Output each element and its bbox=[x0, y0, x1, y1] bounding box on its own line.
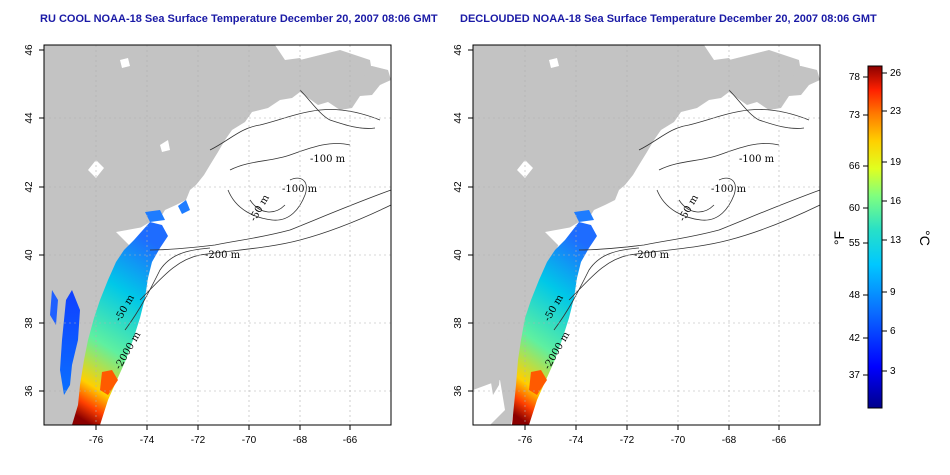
graticule bbox=[44, 45, 391, 425]
celsius-ticks: 26 23 19 16 13 9 6 3 bbox=[890, 68, 902, 377]
svg-text:42: 42 bbox=[24, 181, 35, 193]
panel-2-title: DECLOUDED NOAA-18 Sea Surface Temperatur… bbox=[460, 13, 877, 25]
svg-text:42: 42 bbox=[453, 181, 464, 193]
svg-text:9: 9 bbox=[890, 287, 896, 298]
svg-text:73: 73 bbox=[849, 110, 861, 121]
svg-text:36: 36 bbox=[24, 385, 35, 397]
svg-text:78: 78 bbox=[849, 72, 861, 83]
svg-text:-68: -68 bbox=[293, 435, 308, 446]
celsius-label: °C bbox=[917, 230, 933, 246]
land-mass bbox=[44, 45, 391, 425]
svg-text:40: 40 bbox=[24, 249, 35, 261]
svg-text:-70: -70 bbox=[671, 435, 686, 446]
svg-text:44: 44 bbox=[24, 112, 35, 124]
svg-text:44: 44 bbox=[453, 112, 464, 124]
svg-text:16: 16 bbox=[890, 196, 902, 207]
svg-text:-200 m: -200 m bbox=[634, 250, 670, 261]
fahrenheit-ticks: 78 73 66 60 55 48 42 37 bbox=[849, 72, 861, 381]
svg-text:-100 m: -100 m bbox=[282, 184, 318, 195]
y-tick-labels-2: 36 38 40 42 44 46 bbox=[453, 44, 464, 397]
svg-text:-68: -68 bbox=[722, 435, 737, 446]
svg-text:-100 m: -100 m bbox=[739, 154, 775, 165]
svg-text:-76: -76 bbox=[518, 435, 533, 446]
land-mass bbox=[473, 45, 820, 425]
colorbar: 78 73 66 60 55 48 42 37 26 23 19 16 13 9… bbox=[831, 65, 933, 409]
panel-1-title: RU COOL NOAA-18 Sea Surface Temperature … bbox=[40, 13, 438, 25]
sst-coastal-strip bbox=[72, 222, 168, 425]
svg-text:-72: -72 bbox=[620, 435, 635, 446]
svg-text:46: 46 bbox=[453, 44, 464, 56]
svg-text:-74: -74 bbox=[569, 435, 584, 446]
graticule bbox=[473, 45, 820, 425]
svg-text:26: 26 bbox=[890, 68, 902, 79]
svg-text:-76: -76 bbox=[89, 435, 104, 446]
map-panel-2: -100 m -100 m -50 m -200 m -50 m -2000 m bbox=[453, 44, 821, 446]
svg-text:48: 48 bbox=[849, 290, 861, 301]
svg-text:6: 6 bbox=[890, 326, 896, 337]
svg-text:3: 3 bbox=[890, 366, 896, 377]
svg-text:42: 42 bbox=[849, 333, 861, 344]
x-tick-labels-2: -76 -74 -72 -70 -68 -66 bbox=[518, 435, 787, 446]
svg-text:-200 m: -200 m bbox=[205, 250, 241, 261]
fahrenheit-label: °F bbox=[831, 231, 847, 245]
svg-text:38: 38 bbox=[24, 317, 35, 329]
svg-text:38: 38 bbox=[453, 317, 464, 329]
svg-text:19: 19 bbox=[890, 157, 902, 168]
svg-text:-100 m: -100 m bbox=[310, 154, 346, 165]
svg-text:40: 40 bbox=[453, 249, 464, 261]
svg-text:-66: -66 bbox=[772, 435, 787, 446]
svg-text:-72: -72 bbox=[191, 435, 206, 446]
bathymetry-contours bbox=[124, 89, 392, 331]
svg-text:-70: -70 bbox=[242, 435, 257, 446]
map-panel-1: -100 m -100 m -50 m -200 m -50 m -2000 m bbox=[24, 44, 392, 446]
x-tick-labels-1: -76 -74 -72 -70 -68 -66 bbox=[89, 435, 358, 446]
svg-text:-74: -74 bbox=[140, 435, 155, 446]
svg-text:60: 60 bbox=[849, 203, 861, 214]
y-tick-labels-1: 36 38 40 42 44 46 bbox=[24, 44, 35, 397]
svg-text:55: 55 bbox=[849, 238, 861, 249]
svg-text:66: 66 bbox=[849, 161, 861, 172]
svg-text:-100 m: -100 m bbox=[711, 184, 747, 195]
svg-text:13: 13 bbox=[890, 235, 902, 246]
svg-text:-66: -66 bbox=[343, 435, 358, 446]
svg-text:37: 37 bbox=[849, 370, 861, 381]
svg-text:36: 36 bbox=[453, 385, 464, 397]
svg-text:23: 23 bbox=[890, 106, 902, 117]
svg-text:46: 46 bbox=[24, 44, 35, 56]
